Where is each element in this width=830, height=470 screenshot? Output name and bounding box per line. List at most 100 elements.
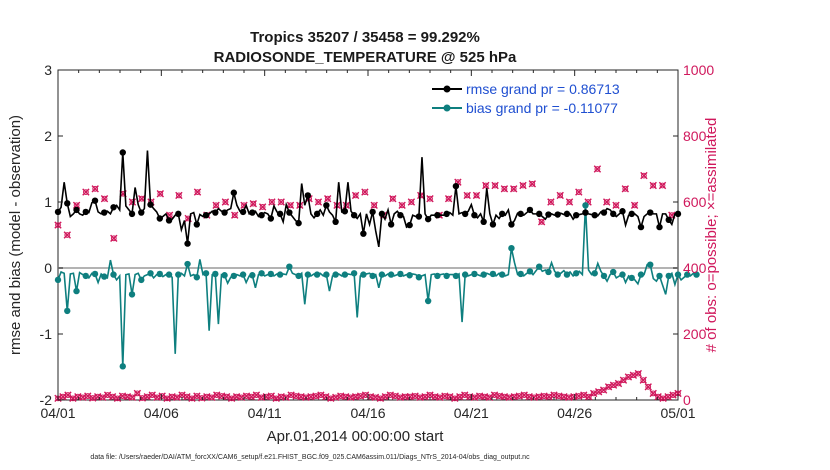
obs-count-marker xyxy=(472,191,481,200)
bias-point xyxy=(369,272,376,280)
x-tick-label: 04/16 xyxy=(350,405,385,421)
obs-count-marker xyxy=(138,195,146,203)
obs-count-marker xyxy=(500,185,509,193)
bias-point xyxy=(304,271,312,278)
obs-count-marker xyxy=(212,201,220,209)
rmse-point xyxy=(573,212,580,219)
obs-count-marker xyxy=(612,201,620,209)
bias-point xyxy=(156,270,163,278)
x-tick-label: 04/11 xyxy=(248,405,282,421)
bias-point xyxy=(684,271,691,278)
chart-title: Tropics 35207 / 35458 = 99.292% xyxy=(250,29,480,46)
legend-rmse-marker xyxy=(443,85,451,93)
rmse-point xyxy=(628,210,635,218)
x-tick-label: 04/01 xyxy=(40,405,75,421)
obs-count-marker xyxy=(351,191,360,200)
bias-point xyxy=(406,272,413,279)
ticks-layer: -2 -1 0 1 2 3 0 200 400 600 800 1000 04/01 04/06 04/11… xyxy=(40,62,715,421)
bias-point xyxy=(286,263,293,270)
obs-count-marker xyxy=(277,198,285,206)
legend-bias-label: bias grand pr = -0.11077 xyxy=(466,100,618,116)
obs-count-marker xyxy=(110,234,118,242)
obs-count-marker xyxy=(389,195,397,203)
y-tick-label: -1 xyxy=(40,326,53,342)
rmse-point xyxy=(138,209,145,216)
obs-count-marker xyxy=(100,195,109,203)
bias-point xyxy=(119,363,126,370)
rmse-point xyxy=(91,197,99,204)
obs-count-marker xyxy=(621,185,629,193)
rmse-point xyxy=(591,212,598,219)
rmse-point xyxy=(452,182,460,190)
rmse-point xyxy=(526,206,534,214)
bias-point xyxy=(295,272,302,280)
x-tick-label: 05/01 xyxy=(660,405,695,421)
y-tick-label: 3 xyxy=(44,62,52,78)
obs-count-marker xyxy=(634,369,643,378)
rmse-point xyxy=(313,210,321,218)
rmse-point xyxy=(434,212,441,219)
rmse-point xyxy=(258,212,265,219)
bias-point xyxy=(563,271,571,278)
y-right-tick-label: 400 xyxy=(683,260,707,276)
bias-point xyxy=(360,271,367,278)
rmse-point xyxy=(461,210,469,218)
bias-point xyxy=(397,270,404,278)
bias-point xyxy=(573,270,580,277)
bias-point xyxy=(656,272,663,280)
bias-point xyxy=(175,271,182,278)
obs-count-marker xyxy=(249,199,257,208)
bias-point xyxy=(73,287,80,295)
rmse-point xyxy=(397,212,404,219)
y-right-tick-label: 800 xyxy=(683,128,707,144)
bias-point xyxy=(341,271,349,278)
y-tick-label: 2 xyxy=(44,128,52,144)
bias-point xyxy=(101,273,108,280)
rmse-point xyxy=(665,216,672,224)
obs-count-marker xyxy=(286,201,295,209)
rmse-point xyxy=(295,219,302,227)
bias-point xyxy=(258,270,265,277)
obs-count-marker xyxy=(221,198,230,206)
obs-count-marker xyxy=(644,383,652,391)
bias-point xyxy=(249,272,256,279)
obs-count-marker xyxy=(537,218,546,226)
rmse-point xyxy=(387,221,395,228)
obs-count-marker xyxy=(175,191,183,200)
bias-point xyxy=(545,268,552,276)
rmse-point xyxy=(193,221,201,228)
bias-point xyxy=(498,271,506,278)
rmse-point xyxy=(563,210,571,218)
bias-point xyxy=(600,272,608,280)
rmse-point xyxy=(415,213,423,220)
rmse-point xyxy=(508,221,515,228)
obs-count-marker xyxy=(63,231,71,239)
rmse-point xyxy=(535,210,543,218)
bias-point xyxy=(415,274,423,281)
bias-point xyxy=(461,271,469,278)
bias-point xyxy=(610,268,617,276)
y-tick-label: 1 xyxy=(44,194,52,210)
rmse-point xyxy=(54,208,62,216)
rmse-point xyxy=(619,208,626,215)
rmse-point xyxy=(156,215,163,222)
obs-count-marker xyxy=(361,188,369,196)
bias-point xyxy=(82,272,89,280)
rmse-point xyxy=(165,217,173,224)
bias-point xyxy=(619,271,626,278)
obs-count-marker xyxy=(444,195,453,203)
obs-count-marker xyxy=(463,191,471,200)
rmse-point xyxy=(184,240,191,247)
bias-point xyxy=(165,271,173,278)
bias-point xyxy=(64,307,71,315)
x-axis-label: Apr.01,2014 00:00:00 start xyxy=(267,428,445,445)
obs-count-marker xyxy=(156,190,164,198)
rmse-series xyxy=(54,149,682,248)
obs-count-marker xyxy=(640,171,648,180)
rmse-point xyxy=(286,209,293,216)
rmse-point xyxy=(267,215,275,222)
bias-point xyxy=(230,272,238,280)
bias-point xyxy=(387,271,395,278)
bias-point xyxy=(443,272,450,280)
